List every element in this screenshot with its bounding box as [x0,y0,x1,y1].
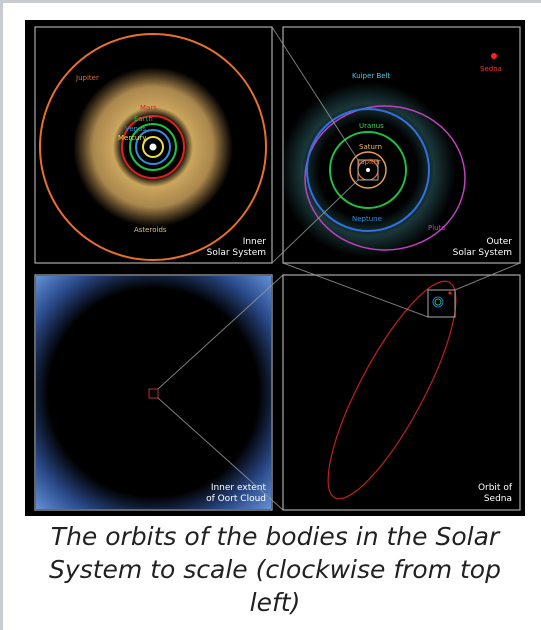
oort-cloud: Inner extent of Oort Cloud [36,276,271,509]
label: Pluto [428,224,446,232]
outer-solar-system: Kuiper Belt Sedna Uranus Saturn Jupiter … [280,53,512,258]
label: Earth [134,115,153,123]
label: Sedna [480,65,502,73]
inner-solar-system: Jupiter Mars Earth Venus Mercury Asteroi… [39,33,267,261]
solar-system-diagram: Jupiter Mars Earth Venus Mercury Asteroi… [25,20,525,516]
label: Neptune [352,215,382,223]
panel-title: Inner Solar System [207,237,267,258]
zoom-lines [157,26,521,511]
label: Mercury [118,134,146,142]
label: Uranus [359,122,384,130]
panel-frames [34,26,521,511]
label: Venus [125,125,146,133]
sedna-orbit: Orbit of Sedna [327,280,513,504]
label: Asteroids [134,226,167,234]
label: Kuiper Belt [352,72,391,80]
label: Jupiter [357,158,381,166]
panel-title: Orbit of Sedna [478,483,513,504]
panel-title: Inner extent of Oort Cloud [206,483,266,504]
caption: The orbits of the bodies in the Solar Sy… [49,522,501,617]
label: Mars [140,104,157,112]
label: Jupiter [75,74,99,82]
panel-title: Outer Solar System [453,237,513,258]
label: Saturn [359,143,382,151]
